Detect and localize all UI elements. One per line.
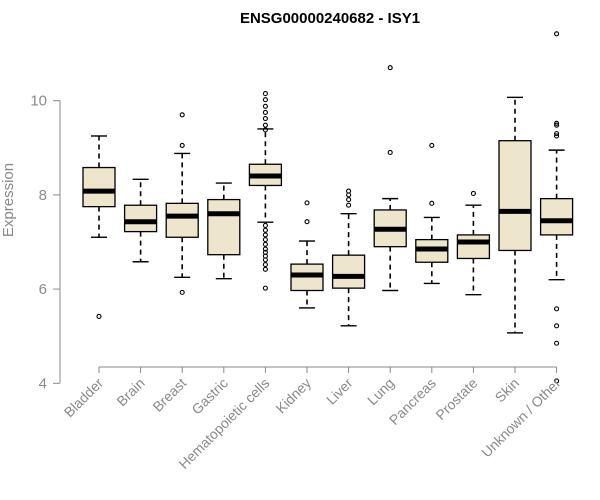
box-iqr xyxy=(207,198,241,256)
outlier-point xyxy=(304,200,310,206)
x-tick-label: Skin xyxy=(492,375,523,406)
x-tick-label: Unknown / Other xyxy=(478,375,564,461)
box-gastric xyxy=(207,182,241,280)
x-tick-label: Breast xyxy=(149,375,189,415)
outlier-point xyxy=(262,127,268,133)
outlier-point xyxy=(96,313,102,319)
outlier-point xyxy=(554,323,560,329)
y-tick-label: 8 xyxy=(39,187,47,204)
outlier-point xyxy=(179,142,185,148)
outlier-point xyxy=(262,266,268,272)
x-tick-label: Prostate xyxy=(432,375,480,423)
box-iqr xyxy=(498,140,532,252)
outlier-point xyxy=(262,285,268,291)
box-brain xyxy=(123,178,158,263)
outlier-point xyxy=(179,289,185,295)
outlier-point xyxy=(429,200,435,206)
outlier-point xyxy=(179,112,185,118)
outlier-point xyxy=(554,378,560,384)
outlier-point xyxy=(429,142,435,148)
outlier-point xyxy=(262,222,268,229)
box-skin xyxy=(498,96,532,334)
outlier-point xyxy=(554,340,560,346)
box-iqr xyxy=(165,202,199,238)
x-tick-label: Brain xyxy=(113,375,147,409)
outlier-point xyxy=(387,149,393,156)
outlier-point xyxy=(262,241,268,247)
box-bladder xyxy=(82,135,116,319)
x-tick-label: Kidney xyxy=(273,375,315,417)
outlier-point xyxy=(262,237,268,243)
box-kidney xyxy=(290,200,324,309)
outlier-point xyxy=(387,65,393,71)
outlier-point xyxy=(262,109,268,115)
outlier-point xyxy=(262,91,268,97)
y-tick-label: 6 xyxy=(39,281,47,298)
outlier-point xyxy=(262,246,268,252)
outlier-point xyxy=(554,31,560,37)
outlier-point xyxy=(262,97,268,103)
x-tick-label: Bladder xyxy=(61,375,107,421)
outlier-point xyxy=(262,257,268,263)
outlier-point xyxy=(262,232,268,238)
outlier-point xyxy=(554,131,560,137)
box-liver xyxy=(331,188,366,327)
y-tick-label: 4 xyxy=(39,375,47,392)
box-iqr xyxy=(82,166,116,208)
outlier-point xyxy=(262,227,268,233)
box-lung xyxy=(373,65,407,292)
outlier-point xyxy=(554,306,560,312)
outlier-point xyxy=(262,103,268,109)
outlier-point xyxy=(346,202,352,208)
outlier-point xyxy=(554,122,560,128)
box-hematopoietic-cells xyxy=(248,91,283,291)
x-tick-label: Liver xyxy=(323,375,356,408)
box-iqr xyxy=(539,197,574,236)
y-axis-label: Expression xyxy=(0,163,17,237)
box-breast xyxy=(165,112,199,295)
outlier-point xyxy=(262,116,268,122)
outlier-point xyxy=(554,120,560,126)
outlier-point xyxy=(554,133,560,139)
outlier-point xyxy=(346,188,352,194)
outlier-point xyxy=(470,190,476,197)
box-prostate xyxy=(456,190,491,296)
box-pancreas xyxy=(415,142,449,285)
box-iqr xyxy=(123,204,158,233)
box-iqr xyxy=(331,254,366,289)
x-tick-label: Lung xyxy=(364,375,397,408)
box-iqr xyxy=(456,234,491,260)
outlier-point xyxy=(262,262,268,268)
axes: 4 6 8 10 xyxy=(30,93,558,392)
boxes xyxy=(82,31,574,384)
box-unknown-other xyxy=(539,31,574,384)
outlier-point xyxy=(262,122,268,128)
chart-title: ENSG00000240682 - ISY1 xyxy=(240,10,420,27)
outlier-point xyxy=(346,197,352,203)
outlier-point xyxy=(304,219,310,225)
y-tick-label: 10 xyxy=(30,93,47,110)
